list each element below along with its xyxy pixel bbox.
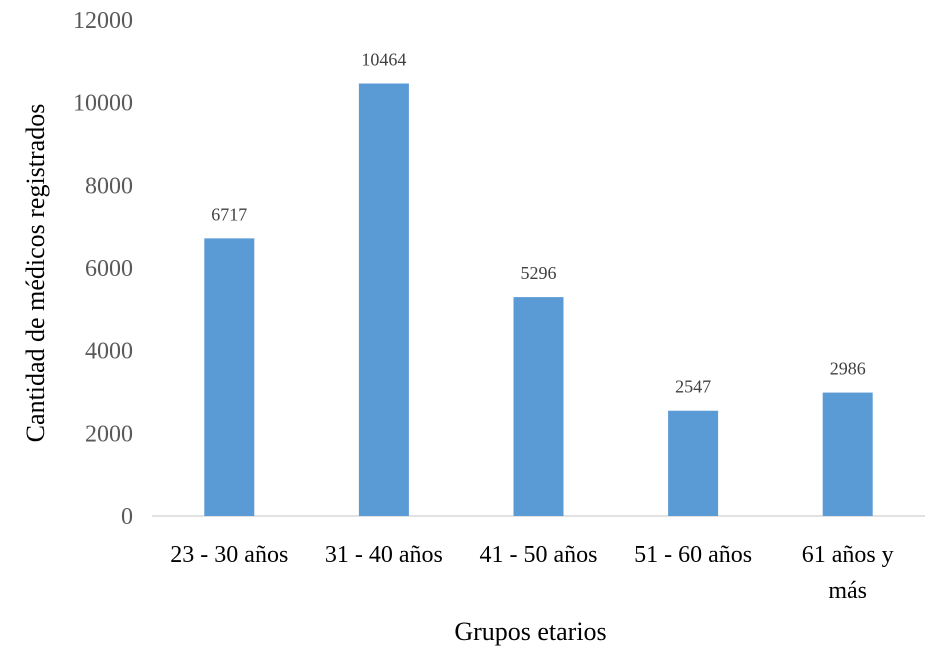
y-axis-title: Cantidad de médicos registrados bbox=[21, 104, 50, 443]
y-tick-label: 12000 bbox=[73, 8, 133, 34]
y-tick-label: 4000 bbox=[85, 339, 133, 365]
bars bbox=[204, 83, 873, 516]
bar bbox=[513, 297, 564, 516]
x-tick-label: 31 - 40 años bbox=[325, 542, 443, 568]
x-tick-label: 23 - 30 años bbox=[170, 542, 288, 568]
bar bbox=[822, 392, 873, 516]
data-label: 10464 bbox=[361, 49, 406, 69]
bar bbox=[358, 83, 409, 516]
bar bbox=[668, 410, 719, 516]
x-tick-label: 61 años y bbox=[802, 542, 894, 568]
x-tick-label: 41 - 50 años bbox=[480, 542, 598, 568]
x-axis-title: Grupos etarios bbox=[454, 617, 606, 646]
x-tick-label: 51 - 60 años bbox=[634, 542, 752, 568]
data-label: 5296 bbox=[521, 263, 557, 283]
data-label: 6717 bbox=[211, 204, 247, 224]
y-tick-label: 8000 bbox=[85, 173, 133, 199]
data-labels: 6717 10464 5296 2547 2986 bbox=[211, 49, 865, 396]
data-label: 2547 bbox=[675, 377, 711, 397]
y-axis-ticks: 0 2000 4000 6000 8000 10000 12000 bbox=[73, 8, 133, 530]
y-tick-label: 0 bbox=[121, 504, 133, 530]
x-axis-ticks: 23 - 30 años 31 - 40 años 41 - 50 años 51 -… bbox=[170, 542, 893, 604]
y-tick-label: 2000 bbox=[85, 421, 133, 447]
bar bbox=[204, 238, 255, 516]
y-tick-label: 6000 bbox=[85, 256, 133, 282]
data-label: 2986 bbox=[830, 359, 866, 379]
x-tick-label: más bbox=[828, 578, 867, 604]
y-tick-label: 10000 bbox=[73, 91, 133, 117]
